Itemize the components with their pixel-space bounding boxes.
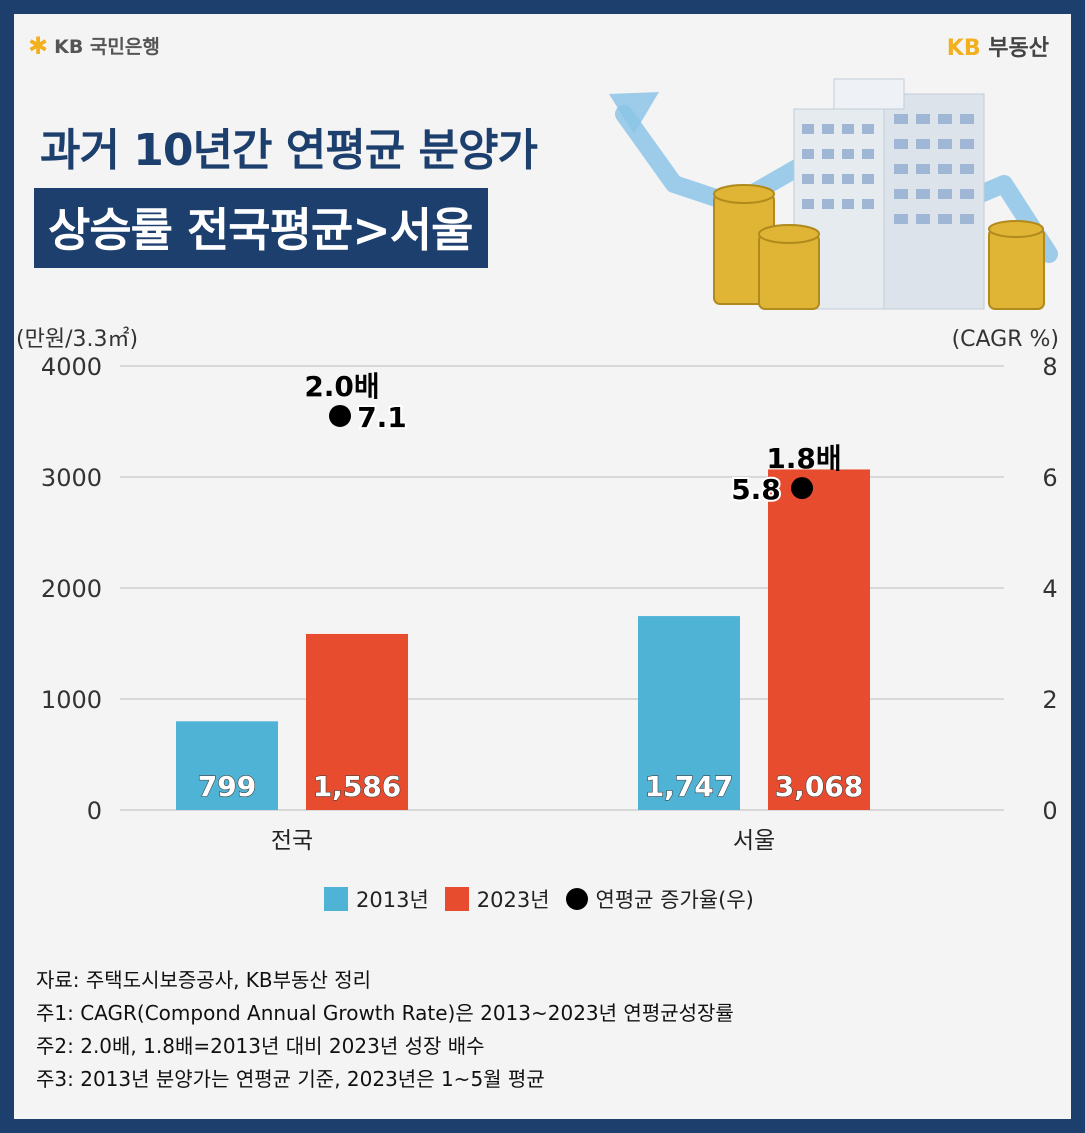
- y-tick-right: 4: [1042, 575, 1057, 603]
- legend-item-2023: 2023년: [444, 884, 550, 914]
- bar-data-label: 1,586: [313, 770, 402, 803]
- y-tick-left: 0: [87, 797, 102, 825]
- note-1: 주1: CAGR(Compond Annual Growth Rate)은 20…: [36, 1001, 734, 1025]
- bar-2013: [638, 616, 740, 810]
- legend-dot-icon: [565, 888, 588, 910]
- y-axis-left-label: (만원/3.3㎡): [16, 326, 138, 352]
- kb-bank-logo: ✱ KB 국민은행: [28, 32, 160, 59]
- y-tick-right: 6: [1042, 464, 1057, 492]
- y-tick-left: 3000: [41, 464, 102, 492]
- y-tick-right: 8: [1042, 353, 1057, 381]
- bar-2023: [306, 633, 408, 810]
- cagr-point: [329, 404, 351, 427]
- bar-2013: [176, 721, 278, 810]
- legend-label-cagr: 연평균 증가율(우): [595, 888, 754, 912]
- y-tick-left: 4000: [41, 353, 102, 381]
- infographic-frame: ✱ KB 국민은행 KB 부동산 과거 10년간 연평균 분양가 상승률 전국평…: [14, 14, 1071, 1119]
- coin-stack-icon: [713, 184, 1045, 310]
- kb-bank-logo-text: KB 국민은행: [54, 36, 160, 58]
- kb-realestate-logo-text: 부동산: [988, 36, 1049, 61]
- page-title-line1: 과거 10년간 연평균 분양가: [40, 125, 538, 176]
- bar-data-label: 799: [198, 770, 256, 803]
- kb-realestate-logo: KB 부동산: [947, 30, 1049, 62]
- bar-data-label: 1,747: [645, 770, 734, 803]
- legend-swatch-2023: [444, 887, 469, 911]
- y-tick-right: 0: [1042, 797, 1057, 825]
- cagr-data-label: 7.1: [357, 401, 407, 434]
- bar-data-label: 3,068: [775, 770, 864, 803]
- legend-swatch-2013: [324, 887, 348, 911]
- cagr-data-label: 5.8: [731, 473, 781, 506]
- legend-label-2013: 2013년: [356, 888, 429, 912]
- source-notes: 자료: 주택도시보증공사, KB부동산 정리 주1: CAGR(Compond …: [36, 964, 734, 1096]
- growth-multiple-label: 2.0배: [304, 370, 379, 403]
- legend-item-cagr: 연평균 증가율(우): [565, 884, 754, 914]
- note-2: 주2: 2.0배, 1.8배=2013년 대비 2023년 성장 배수: [36, 1034, 485, 1058]
- growth-multiple-label: 1.8배: [766, 442, 841, 475]
- y-tick-left: 2000: [41, 575, 102, 603]
- bar-chart: (만원/3.3㎡) (CAGR %) 0 1000 2000 3000 4000 0 2 4 6 8 7…: [16, 326, 1059, 854]
- kb-star-icon: ✱: [28, 31, 49, 60]
- note-3: 주3: 2013년 분양가는 연평균 기준, 2023년은 1~5월 평균: [36, 1067, 545, 1091]
- x-tick-label: 서울: [733, 828, 775, 854]
- legend-item-2013: 2013년: [324, 884, 429, 914]
- chart-legend: 2013년 2023년 연평균 증가율(우): [324, 884, 754, 914]
- legend-label-2023: 2023년: [476, 888, 550, 912]
- building-icon: [793, 78, 985, 310]
- buildings-coins-illustration: [609, 78, 1058, 310]
- note-source: 자료: 주택도시보증공사, KB부동산 정리: [36, 968, 372, 992]
- y-tick-left: 1000: [41, 686, 102, 714]
- y-tick-right: 2: [1042, 686, 1057, 714]
- x-tick-label: 전국: [271, 828, 313, 854]
- page-title-line2: 상승률 전국평균>서울: [34, 188, 489, 268]
- bar-2023: [768, 469, 870, 810]
- cagr-point: [791, 477, 813, 500]
- kb-realestate-logo-kb: KB: [946, 36, 981, 61]
- y-axis-right-label: (CAGR %): [952, 327, 1059, 352]
